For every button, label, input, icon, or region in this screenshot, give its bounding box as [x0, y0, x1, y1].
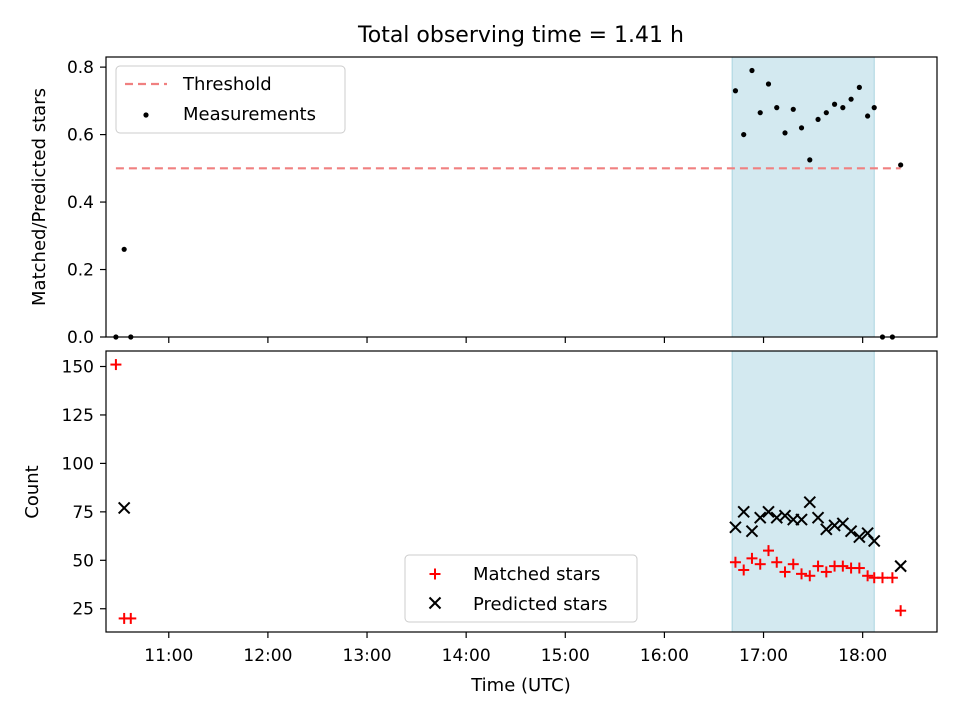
bottom-y-tick-label: 150 [62, 358, 94, 378]
matched-stars-point [820, 566, 832, 578]
predicted-stars-point [778, 509, 792, 522]
bottom-panel: 25 50 75 100 125 150 11:00 12:00 13:00 14:00 15:00… [22, 350, 938, 696]
x-tick-label: 15:00 [541, 646, 590, 666]
legend-measurements-swatch [143, 112, 149, 118]
measurement-point [807, 157, 813, 163]
matched-stars-point [876, 572, 888, 584]
measurement-point [865, 113, 871, 119]
top-legend-box [115, 65, 346, 134]
figure-title: Total observing time = 1.41 h [357, 23, 684, 48]
matched-stars-point [787, 558, 799, 570]
x-tick-label: 14:00 [442, 646, 491, 666]
legend-matched-label: Matched stars [473, 564, 600, 585]
matched-stars-point [796, 568, 808, 580]
predicted-stars-point [868, 534, 881, 548]
measurement-point [732, 88, 739, 94]
predicted-stars-point [729, 521, 742, 534]
predicted-stars-point [795, 513, 808, 526]
predicted-stars-point [853, 530, 866, 544]
measurement-point [831, 101, 838, 107]
legend-measurements-label: Measurements [183, 104, 316, 125]
legend-predicted-swatch [428, 596, 442, 610]
measurement-point [774, 105, 780, 111]
legend-predicted-label: Predicted stars [473, 594, 607, 615]
predicted-stars-point [737, 505, 750, 519]
predicted-stars-point [894, 559, 907, 573]
measurement-point [749, 67, 755, 74]
bottom-y-tick-label: 100 [62, 454, 94, 474]
bottom-y-tick-label: 50 [72, 551, 94, 571]
predicted-stars-point [754, 511, 767, 524]
predicted-stars-point [117, 501, 131, 515]
measurement-point [121, 246, 127, 252]
legend-matched-swatch [429, 568, 441, 580]
measurement-point [782, 130, 788, 136]
matched-stars-point [110, 359, 122, 371]
x-tick-label: 18:00 [838, 646, 887, 666]
bottom-y-axis-label: Count [22, 465, 43, 518]
matched-stars-point [738, 564, 750, 576]
matched-stars-point [886, 572, 898, 584]
x-tick-label: 17:00 [739, 646, 788, 666]
top-plot-frame [105, 56, 938, 338]
x-tick-label: 13:00 [343, 646, 392, 666]
top-y-tick-label: 0.2 [67, 261, 94, 281]
bottom-y-tick-label: 25 [72, 600, 94, 620]
bottom-plot-frame [105, 350, 938, 633]
matched-stars-point [729, 556, 741, 568]
bottom-observing-window [731, 350, 875, 633]
matched-stars-point [837, 560, 849, 572]
top-y-axis-label: Matched/Predicted stars [29, 88, 50, 306]
predicted-stars-point [762, 505, 775, 519]
measurement-point [840, 105, 846, 111]
x-tick-label: 16:00 [640, 646, 689, 666]
bottom-legend-box [404, 554, 638, 623]
measurement-point [815, 116, 821, 123]
x-tick-label: 12:00 [243, 646, 292, 666]
measurement-point [898, 162, 904, 168]
top-observing-window [731, 56, 875, 338]
measurement-point [757, 110, 763, 116]
measurement-point [871, 105, 877, 111]
measurement-point [765, 81, 772, 87]
matched-stars-point [125, 612, 137, 624]
top-y-tick-label: 0.4 [67, 193, 94, 213]
measurement-point [848, 96, 854, 102]
matched-stars-point [746, 552, 758, 564]
predicted-stars-point [844, 525, 858, 538]
measurement-point [798, 125, 805, 131]
matched-stars-point [862, 570, 874, 582]
measurement-point [741, 131, 747, 138]
top-y-tick-label: 0.0 [67, 328, 94, 348]
predicted-stars-point [820, 523, 833, 536]
matched-stars-point [771, 556, 783, 568]
top-y-tick-label: 0.6 [67, 126, 94, 146]
matched-stars-point [804, 570, 816, 582]
predicted-stars-point [803, 495, 816, 509]
matched-stars-point [853, 562, 865, 574]
matched-stars-point [895, 605, 907, 617]
predicted-stars-point [811, 511, 825, 524]
bottom-y-tick-label: 75 [72, 503, 94, 523]
top-y-tick-label: 0.8 [67, 58, 94, 78]
x-tick-label: 11:00 [144, 646, 193, 666]
bottom-y-tick-label: 125 [62, 406, 94, 426]
predicted-stars-point [745, 525, 759, 538]
measurement-point [790, 106, 796, 112]
matched-stars-point [779, 566, 791, 578]
top-panel: 0.00.20.40.60.8 Matched/Predicted stars … [29, 56, 938, 348]
measurement-point [823, 110, 829, 116]
measurement-point [856, 84, 862, 90]
legend-threshold-label: Threshold [182, 74, 272, 95]
x-axis-label: Time (UTC) [470, 675, 571, 696]
matched-stars-point [762, 545, 774, 557]
matched-stars-point [754, 558, 766, 570]
matched-stars-point [812, 560, 824, 572]
